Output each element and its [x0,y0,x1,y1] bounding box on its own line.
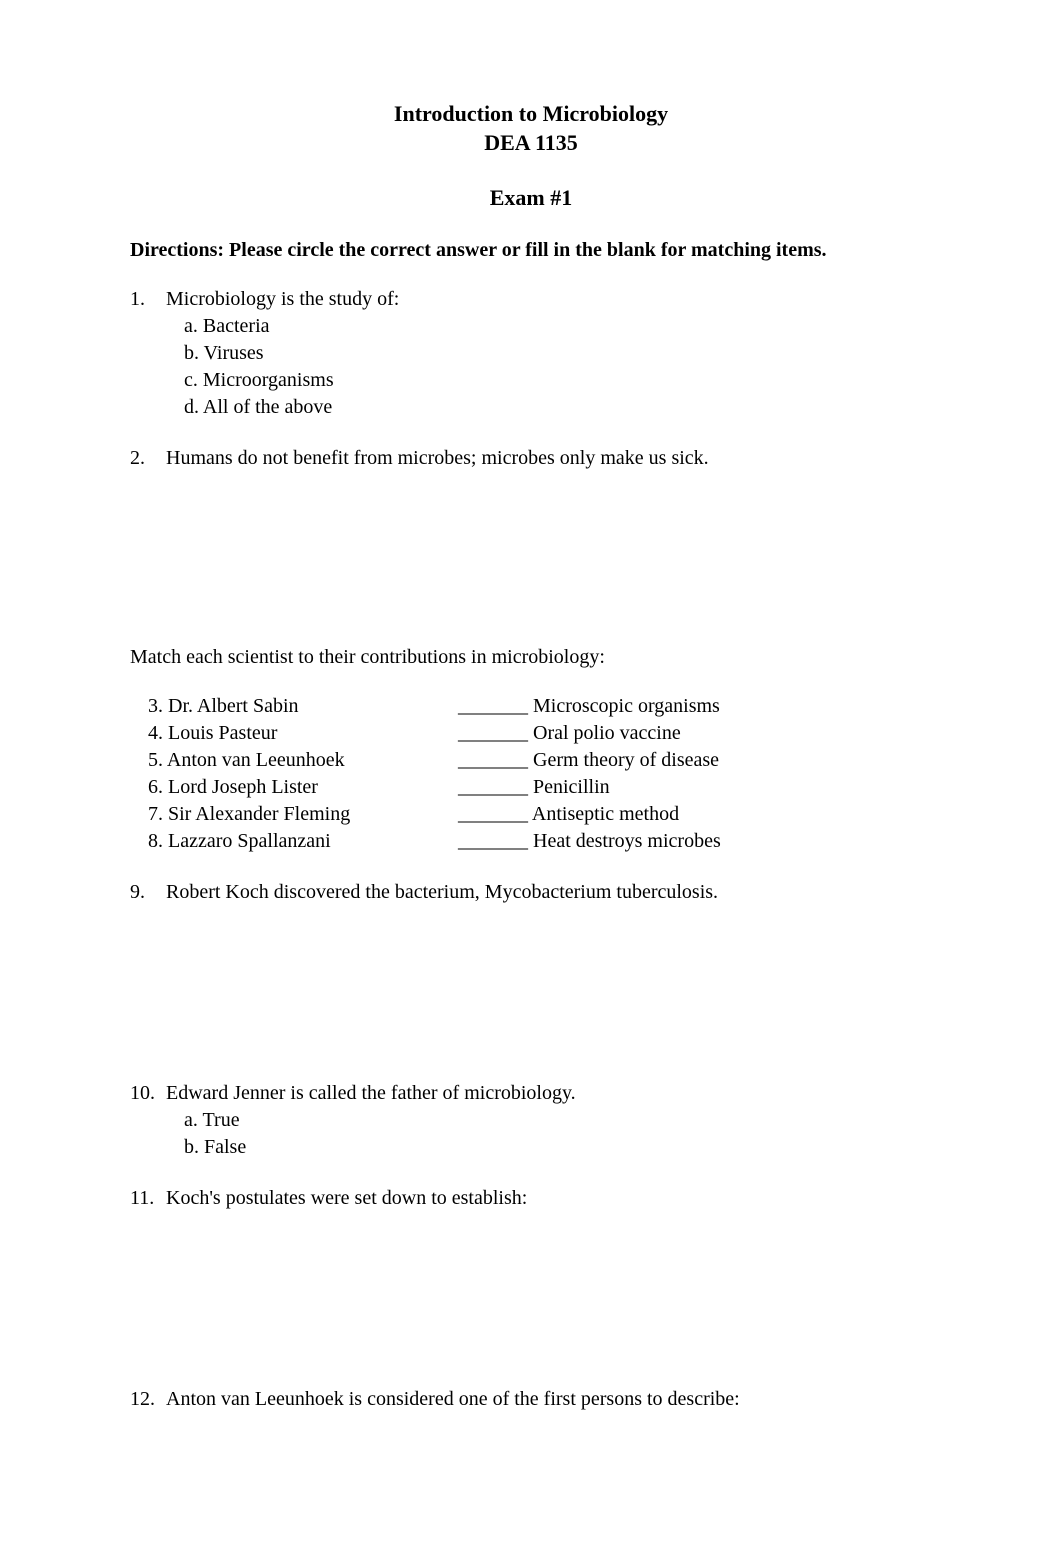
match-row-8: 8. Lazzaro Spallanzani _______ Heat dest… [148,828,932,855]
q10-number: 10. [130,1080,166,1107]
match-intro-text: Match each scientist to their contributi… [130,646,932,669]
q10-option-a: a. True [184,1107,932,1134]
match-table: 3. Dr. Albert Sabin _______ Microscopic … [130,693,932,855]
match-3-right: _______ Microscopic organisms [458,693,932,720]
q12-text: Anton van Leeunhoek is considered one of… [166,1386,932,1413]
match-8-right: _______ Heat destroys microbes [458,828,932,855]
question-10: 10. Edward Jenner is called the father o… [130,1080,932,1161]
match-row-6: 6. Lord Joseph Lister _______ Penicillin [148,774,932,801]
q10-options: a. True b. False [130,1107,932,1161]
q9-number: 9. [130,879,166,906]
q10-text: Edward Jenner is called the father of mi… [166,1080,932,1107]
match-4-right: _______ Oral polio vaccine [458,720,932,747]
q1-number: 1. [130,286,166,313]
match-5-right: _______ Germ theory of disease [458,747,932,774]
q1-option-c: c. Microorganisms [184,367,932,394]
spacer [130,496,932,646]
match-7-right: _______ Antiseptic method [458,801,932,828]
exam-subtitle: Exam #1 [130,185,932,211]
q2-text: Humans do not benefit from microbes; mic… [166,445,932,472]
match-row-5: 5. Anton van Leeunhoek _______ Germ theo… [148,747,932,774]
match-8-left: 8. Lazzaro Spallanzani [148,828,458,855]
q1-text: Microbiology is the study of: [166,286,932,313]
match-7-left: 7. Sir Alexander Fleming [148,801,458,828]
q2-number: 2. [130,445,166,472]
match-row-7: 7. Sir Alexander Fleming _______ Antisep… [148,801,932,828]
match-row-3: 3. Dr. Albert Sabin _______ Microscopic … [148,693,932,720]
q9-text: Robert Koch discovered the bacterium, My… [166,879,932,906]
match-5-left: 5. Anton van Leeunhoek [148,747,458,774]
q11-text: Koch's postulates were set down to estab… [166,1185,932,1212]
question-12: 12. Anton van Leeunhoek is considered on… [130,1386,932,1413]
q10-option-b: b. False [184,1134,932,1161]
spacer [130,1236,932,1386]
match-4-left: 4. Louis Pasteur [148,720,458,747]
match-6-right: _______ Penicillin [458,774,932,801]
match-3-left: 3. Dr. Albert Sabin [148,693,458,720]
spacer [130,930,932,1080]
q11-number: 11. [130,1185,166,1212]
course-code: DEA 1135 [130,129,932,158]
q1-option-a: a. Bacteria [184,313,932,340]
title-block: Introduction to Microbiology DEA 1135 Ex… [130,100,932,211]
q12-number: 12. [130,1386,166,1413]
course-title: Introduction to Microbiology [130,100,932,129]
question-11: 11. Koch's postulates were set down to e… [130,1185,932,1212]
question-9: 9. Robert Koch discovered the bacterium,… [130,879,932,906]
match-6-left: 6. Lord Joseph Lister [148,774,458,801]
directions-text: Directions: Please circle the correct an… [130,239,932,262]
match-row-4: 4. Louis Pasteur _______ Oral polio vacc… [148,720,932,747]
q1-option-d: d. All of the above [184,394,932,421]
q1-options: a. Bacteria b. Viruses c. Microorganisms… [130,313,932,421]
question-1: 1. Microbiology is the study of: a. Bact… [130,286,932,421]
question-2: 2. Humans do not benefit from microbes; … [130,445,932,472]
q1-option-b: b. Viruses [184,340,932,367]
